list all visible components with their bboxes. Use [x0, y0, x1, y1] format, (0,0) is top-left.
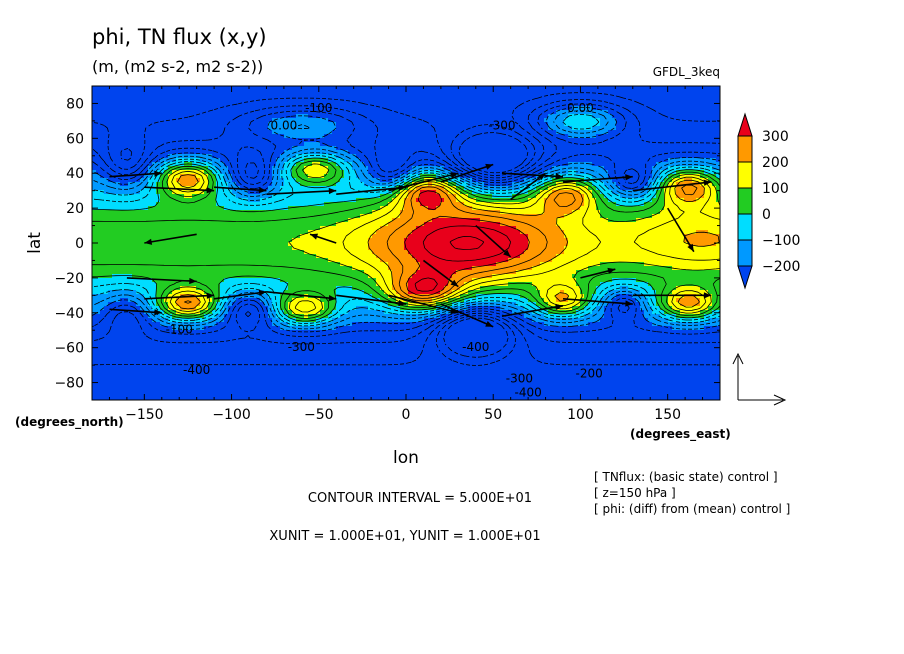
flux-arrow: [632, 292, 712, 299]
contour-label: -200: [576, 366, 603, 380]
colorbar-segment: [737, 265, 753, 290]
flux-arrow: [666, 207, 695, 253]
reference-vector: [732, 352, 787, 406]
flux-arrow: [214, 289, 267, 300]
colorbar-segment: [737, 135, 753, 163]
flux-arrow: [440, 303, 494, 328]
flux-arrow: [475, 224, 512, 258]
y-tick-label: 40: [66, 166, 84, 182]
x-tick-label: −100: [212, 407, 250, 423]
flux-arrow: [501, 172, 564, 180]
y-tick-label: 60: [66, 131, 84, 147]
flux-arrow: [336, 294, 407, 307]
chart-title: phi, TN flux (x,y): [92, 25, 267, 49]
x-tick-label: 100: [567, 407, 594, 423]
flux-arrow: [144, 233, 197, 245]
y-tick-label: −80: [54, 376, 84, 392]
colorbar-tick-label: −100: [762, 233, 800, 249]
flux-arrow: [266, 291, 337, 302]
colorbar-segment: [737, 239, 753, 267]
y-tick-label: −60: [54, 341, 84, 357]
x-tick-label: −50: [304, 407, 334, 423]
flux-arrow: [388, 171, 459, 192]
flux-arrow: [440, 163, 494, 183]
x-tick-label: 150: [654, 407, 681, 423]
y-tick-label: −20: [54, 271, 84, 287]
flux-arrow: [144, 186, 215, 194]
flux-arrow: [501, 303, 564, 318]
flux-arrow: [214, 186, 267, 194]
flux-arrow: [510, 172, 547, 201]
flux-arrow: [144, 292, 215, 300]
colorbar-tick-label: 0: [762, 207, 771, 223]
phi-field: [92, 86, 720, 400]
contour-label: 0.00: [271, 119, 298, 133]
y-unit-label: (degrees_north): [15, 415, 124, 430]
units-text: XUNIT = 1.000E+01, YUNIT = 1.000E+01: [269, 529, 540, 544]
flux-arrow: [562, 174, 633, 183]
colorbar-segment: [737, 112, 753, 137]
contour-lines: [92, 92, 720, 366]
model-label: GFDL_3keq: [653, 65, 720, 79]
y-axis: 80 60 40 20 0 −20 −40 −60 −80: [54, 85, 720, 401]
flux-arrow: [309, 233, 337, 244]
y-axis-label: lat: [25, 232, 45, 254]
contour-label: -400: [514, 386, 541, 400]
tn-flux-vectors: [109, 163, 712, 328]
y-tick-label: 20: [66, 201, 84, 217]
flux-arrow: [562, 298, 633, 307]
y-tick-label: −40: [54, 306, 84, 322]
contour-interval-text: CONTOUR INTERVAL = 5.000E+01: [308, 491, 532, 506]
y-tick-label: 80: [66, 96, 84, 112]
colorbar-tick-label: 200: [762, 155, 789, 171]
flux-arrow: [266, 187, 337, 195]
meta-line-3: [ phi: (diff) from (mean) control ]: [594, 502, 790, 516]
x-tick-label: 0: [402, 407, 411, 423]
meta-line-2: [ z=150 hPa ]: [594, 486, 676, 500]
x-axis-label: lon: [393, 448, 419, 468]
flux-arrow: [109, 170, 162, 178]
meta-line-1: [ TNflux: (basic state) control ]: [594, 470, 778, 484]
colorbar-tick-label: 300: [762, 129, 789, 145]
flux-arrow: [126, 277, 197, 285]
colorbar-segment: [737, 213, 753, 241]
flux-arrow: [580, 267, 616, 279]
contour-label: -100: [166, 323, 193, 337]
chart-subtitle: (m, (m2 s-2, m2 s-2)): [92, 57, 263, 76]
contour-label: -300: [506, 372, 533, 386]
contour-label: -400: [183, 363, 210, 377]
contour-label: 0.00: [567, 101, 594, 115]
x-unit-label: (degrees_east): [630, 427, 731, 442]
colorbar: 300 200 100 0 −100 −200: [737, 112, 800, 290]
contour-label: -100: [305, 101, 332, 115]
contour-label: -300: [288, 340, 315, 354]
colorbar-tick-label: −200: [762, 259, 800, 275]
flux-arrow: [422, 259, 459, 288]
y-tick-label: 0: [75, 236, 84, 252]
flux-arrow: [109, 308, 162, 316]
x-axis: −150 −100 −50 0 50 100 150: [91, 86, 721, 423]
flux-arrow: [632, 179, 712, 192]
colorbar-segment: [737, 187, 753, 215]
colorbar-segment: [737, 161, 753, 189]
contour-label: -300: [488, 119, 515, 133]
contour-label: -400: [462, 340, 489, 354]
x-tick-label: 50: [484, 407, 502, 423]
colorbar-tick-label: 100: [762, 181, 789, 197]
x-tick-label: −150: [125, 407, 163, 423]
